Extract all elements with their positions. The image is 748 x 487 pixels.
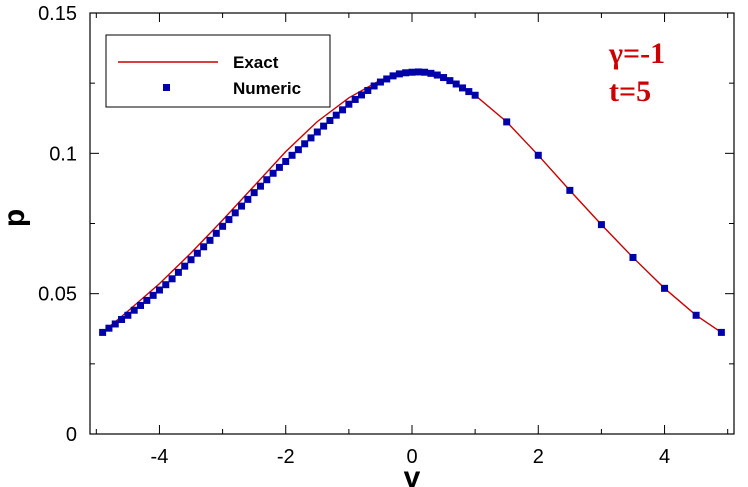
x-tick-label: -4 (151, 446, 169, 468)
numeric-point (345, 100, 353, 108)
numeric-point (534, 151, 542, 159)
numeric-point (181, 262, 189, 270)
series-layer (99, 68, 725, 336)
numeric-point (370, 82, 378, 90)
y-tick-label: 0.05 (38, 284, 77, 306)
numeric-point (364, 86, 372, 94)
numeric-point (149, 291, 157, 299)
numeric-point (414, 68, 422, 76)
plot-frame (89, 12, 735, 435)
numeric-point (332, 111, 340, 119)
numeric-point (155, 286, 163, 294)
numeric-point (459, 84, 467, 92)
numeric-point (193, 249, 201, 257)
x-axis-title: v (404, 461, 421, 487)
y-axis-title: p (0, 209, 31, 227)
numeric-point (174, 268, 182, 276)
numeric-point (263, 176, 271, 184)
numeric-point (124, 311, 132, 319)
numeric-point (433, 71, 441, 79)
numeric-point (313, 128, 321, 136)
numeric-point (99, 328, 107, 336)
legend-numeric-label: Numeric (233, 79, 301, 98)
numeric-point (408, 68, 416, 76)
numeric-point (320, 122, 328, 130)
numeric-point (294, 146, 302, 154)
numeric-point (383, 75, 391, 83)
x-tick-label: 4 (659, 446, 670, 468)
numeric-point (692, 311, 700, 319)
numeric-point (717, 328, 725, 336)
numeric-point (357, 91, 365, 99)
x-tick-label: 0 (406, 446, 417, 468)
time-annotation: t=5 (609, 75, 651, 108)
numeric-point (130, 306, 138, 314)
numeric-point (427, 69, 435, 77)
legend-box (105, 34, 331, 108)
numeric-point (111, 320, 119, 328)
numeric-point (465, 88, 473, 96)
numeric-point (452, 80, 460, 88)
numeric-point (282, 157, 290, 165)
numeric-point (566, 186, 574, 194)
numeric-point (187, 256, 195, 264)
numeric-point (326, 116, 334, 124)
numeric-point (339, 106, 347, 114)
legend-numeric-swatch (163, 84, 170, 91)
numeric-point (288, 151, 296, 159)
gamma-annotation: γ=-1 (608, 37, 665, 70)
y-tick-label: 0 (66, 424, 77, 446)
numeric-point (629, 253, 637, 261)
numeric-point (376, 78, 384, 86)
x-tick-label: -2 (277, 446, 295, 468)
numeric-point (206, 236, 214, 244)
numeric-point (250, 189, 258, 197)
legend-exact-label: Exact (233, 53, 279, 72)
numeric-point (105, 324, 113, 332)
numeric-point (219, 222, 227, 230)
numeric-point (137, 301, 145, 309)
numeric-point (389, 72, 397, 80)
numeric-point (395, 70, 403, 78)
y-tick-label: 0.1 (49, 143, 77, 165)
numeric-point (440, 74, 448, 82)
numeric-point (402, 69, 410, 77)
numeric-point (238, 202, 246, 210)
numeric-point (301, 140, 309, 148)
numeric-point (212, 229, 220, 237)
numeric-point (143, 296, 151, 304)
numeric-point (225, 216, 233, 224)
numeric-point (269, 169, 277, 177)
numeric-point (661, 284, 669, 292)
numeric-point (351, 95, 359, 103)
numeric-point (118, 315, 126, 323)
numeric-point (162, 281, 170, 289)
x-tick-label: 2 (533, 446, 544, 468)
numeric-point (275, 163, 283, 171)
numeric-point (471, 91, 479, 99)
numeric-point (597, 221, 605, 229)
numeric-point (231, 209, 239, 217)
numeric-point (200, 243, 208, 251)
numeric-point (421, 68, 429, 76)
y-tick-labels: 0 0.05 0.1 0.15 (38, 3, 77, 446)
numeric-point (503, 118, 511, 126)
numeric-point (244, 195, 252, 203)
y-tick-label: 0.15 (38, 3, 77, 25)
numeric-point (256, 182, 264, 190)
x-tick-labels: -4 -2 0 2 4 (151, 446, 671, 468)
numeric-point (446, 77, 454, 85)
exact-series-line (102, 71, 722, 333)
numeric-point (168, 275, 176, 283)
numeric-point (307, 134, 315, 142)
legend: Exact Numeric (105, 34, 331, 108)
